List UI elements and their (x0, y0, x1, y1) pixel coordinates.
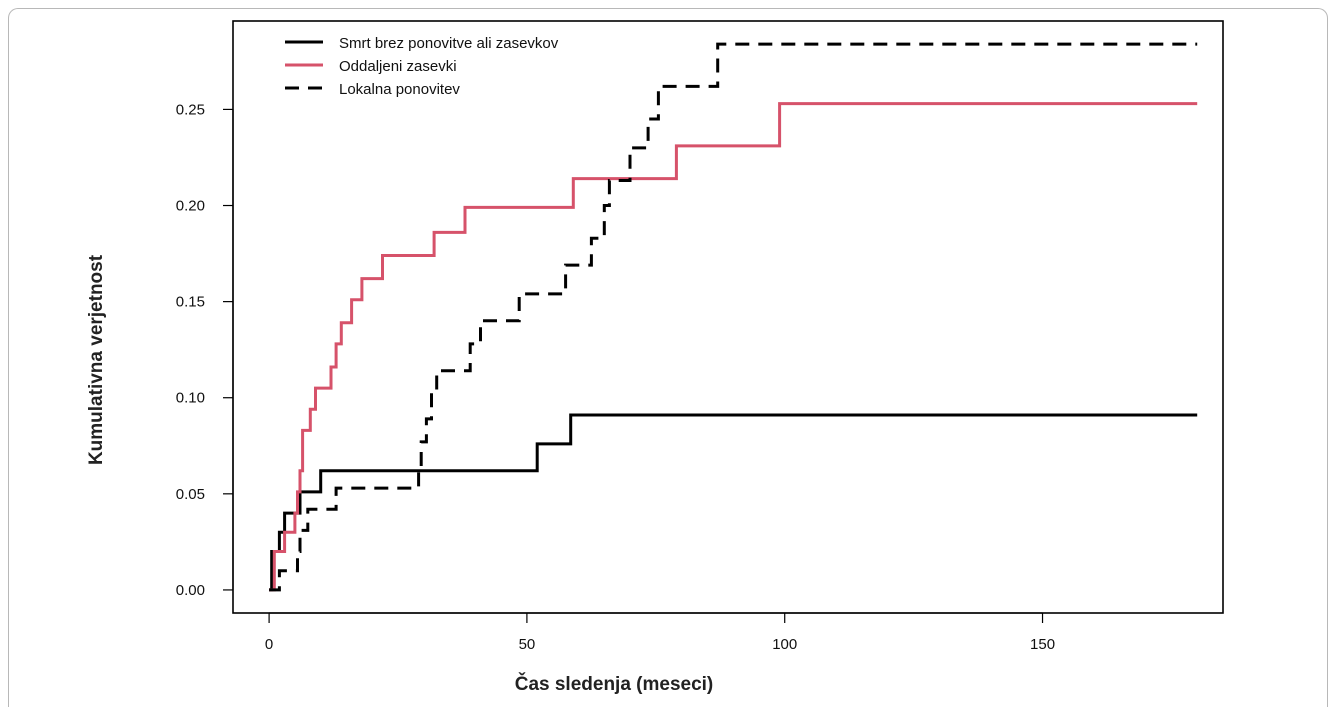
y-axis-title: Kumulativna verjetnost (86, 254, 107, 465)
plot-area-border (232, 20, 1224, 614)
x-tick-label: 50 (519, 636, 536, 653)
y-tick-label: 0.20 (176, 198, 205, 215)
y-tick-label: 0.15 (176, 294, 205, 311)
axis-layer: 0 50 100 150 0.00 0.05 0.10 0.15 0.20 0.25 (176, 101, 1055, 653)
series-layer (269, 42, 1198, 592)
series-line-1 (269, 102, 1198, 592)
y-tick-label: 0.05 (176, 486, 205, 503)
series-line-2 (269, 42, 1198, 592)
legend-label-0: Smrt brez ponovitve ali zasevkov (339, 35, 559, 52)
x-tick-label: 0 (265, 636, 273, 653)
series-line-0 (269, 413, 1198, 592)
legend-label-2: Lokalna ponovitev (339, 81, 460, 98)
x-tick-label: 150 (1030, 636, 1055, 653)
x-axis-title: Čas sledenja (meseci) (515, 673, 714, 695)
x-tick-label: 100 (772, 636, 797, 653)
legend: Smrt brez ponovitve ali zasevkov Oddalje… (285, 35, 559, 98)
y-tick-label: 0.00 (176, 582, 205, 599)
legend-label-1: Oddaljeni zasevki (339, 58, 457, 75)
y-tick-label: 0.10 (176, 390, 205, 407)
y-tick-label: 0.25 (176, 101, 205, 118)
